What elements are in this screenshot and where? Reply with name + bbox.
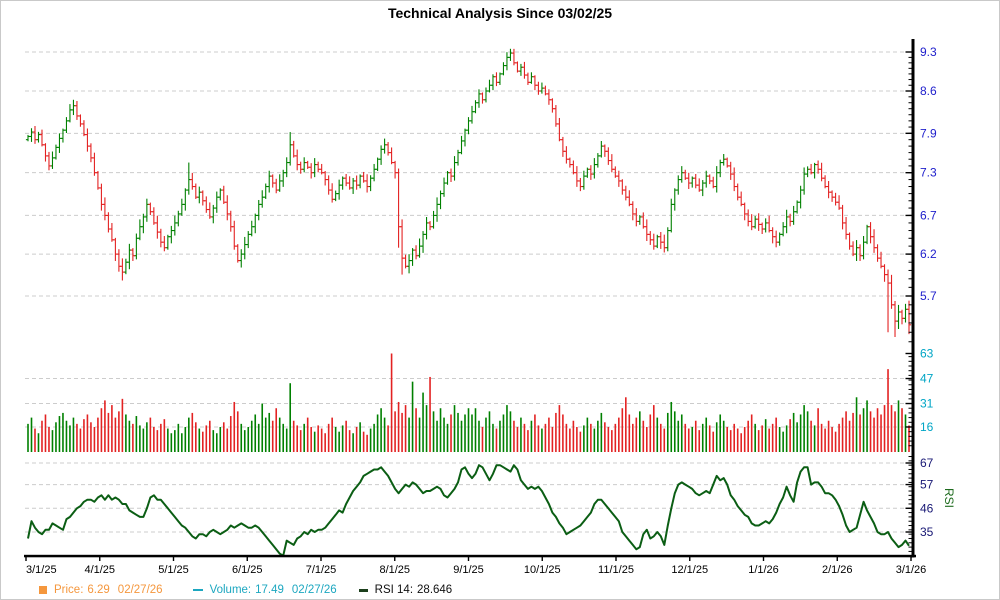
rsi-axis-tick-label: 67 xyxy=(920,456,934,470)
rsi-axis-tick-label: 46 xyxy=(920,501,934,515)
price-axis-tick-label: 8.6 xyxy=(920,84,937,98)
price-marker-icon xyxy=(39,586,47,594)
volume-bars xyxy=(27,353,910,452)
rsi-legend-text: RSI 14: 28.646 xyxy=(374,584,453,596)
chart-title: Technical Analysis Since 03/02/25 xyxy=(387,5,613,21)
volume-marker-icon xyxy=(192,589,203,591)
rsi-axis-tick-label: 35 xyxy=(920,525,934,539)
price-legend-text: Price: 6.29 02/27/26 xyxy=(54,584,163,596)
volume-axis-tick-label: 47 xyxy=(920,372,934,386)
legend-item-rsi: RSI 14: 28.646 xyxy=(358,584,453,596)
x-axis-month-label: 1/1/26 xyxy=(748,564,779,576)
rsi-axis-tick-label: 57 xyxy=(920,478,934,492)
x-axis-month-label: 12/1/25 xyxy=(671,564,708,576)
price-axis-tick-label: 9.3 xyxy=(920,45,937,59)
rsi-line xyxy=(27,464,910,557)
price-bars-down xyxy=(32,48,912,337)
volume-axis-tick-label: 31 xyxy=(920,397,934,411)
x-axis-month-label: 5/1/25 xyxy=(158,564,189,576)
x-axis-month-label: 3/1/25 xyxy=(26,564,57,576)
chart-legend: Price: 6.29 02/27/26 Volume: 17.49 02/27/26 … xyxy=(39,582,452,598)
x-axis-month-label: 8/1/25 xyxy=(379,564,410,576)
price-axis-tick-label: 6.2 xyxy=(920,247,937,261)
price-axis-tick-label: 7.3 xyxy=(920,166,937,180)
volume-axis-tick-label: 63 xyxy=(920,347,934,361)
x-axis-month-label: 10/1/25 xyxy=(524,564,561,576)
price-bars-up xyxy=(25,48,908,329)
price-axis-tick-label: 7.9 xyxy=(920,126,937,140)
legend-item-volume: Volume: 17.49 02/27/26 xyxy=(192,584,337,596)
volume-axis-tick-label: 16 xyxy=(920,420,934,434)
x-axis-month-label: 4/1/25 xyxy=(84,564,115,576)
x-axis-month-label: 6/1/25 xyxy=(232,564,263,576)
x-axis-month-label: 3/1/26 xyxy=(896,564,927,576)
rsi-marker-icon xyxy=(358,588,368,592)
x-axis-month-label: 11/1/25 xyxy=(598,564,634,576)
bottom-axis-spine xyxy=(24,554,916,558)
price-axis-tick-label: 5.7 xyxy=(920,289,937,303)
x-axis-month-label: 2/1/26 xyxy=(822,564,853,576)
x-axis-month-label: 9/1/25 xyxy=(453,564,484,576)
legend-item-price: Price: 6.29 02/27/26 xyxy=(39,584,163,596)
volume-legend-text: Volume: 17.49 02/27/26 xyxy=(209,584,337,596)
right-axis-spine xyxy=(911,39,915,558)
price-axis-tick-label: 6.7 xyxy=(920,208,937,222)
rsi-axis-title: RSI xyxy=(942,488,956,508)
x-axis-month-label: 7/1/25 xyxy=(306,564,337,576)
